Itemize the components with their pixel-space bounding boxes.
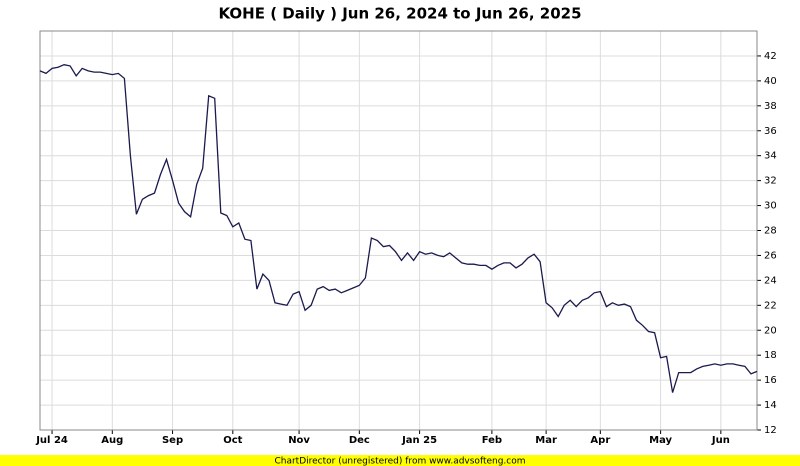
y-tick-label: 16 [764,375,777,386]
x-tick-label: Jul 24 [35,435,68,446]
y-tick-label: 32 [764,176,777,187]
x-tick-label: Sep [162,435,183,446]
chart-title: KOHE ( Daily ) Jun 26, 2024 to Jun 26, 2… [218,5,581,23]
footer: ChartDirector (unregistered) from www.ad… [274,457,525,466]
y-tick-label: 12 [764,425,777,436]
y-tick-label: 24 [764,275,777,286]
y-tick-label: 38 [764,101,777,112]
y-tick-label: 14 [764,400,777,411]
y-tick-label: 28 [764,226,777,237]
x-tick-label: Dec [349,435,370,446]
x-tick-label: May [649,435,672,446]
y-tick-label: 22 [764,300,777,311]
x-tick-label: Feb [482,435,502,446]
y-tick-label: 30 [764,201,777,212]
y-tick-label: 34 [764,151,777,162]
y-tick-label: 20 [764,325,777,336]
x-tick-label: Apr [590,435,610,446]
y-tick-label: 40 [764,76,777,87]
footer-bar [0,455,800,466]
y-tick-label: 26 [764,250,777,261]
x-tick-label: Mar [535,435,557,446]
y-tick-label: 36 [764,126,777,137]
price-line [39,64,758,393]
x-tick-label: Jan 25 [401,435,437,446]
y-tick-label: 18 [764,350,777,361]
plot-border [39,30,758,431]
x-tick-label: Nov [288,435,310,446]
x-tick-label: Oct [223,435,242,446]
x-tick-label: Aug [101,435,123,446]
x-tick-label: Jun [711,435,730,446]
y-tick-label: 42 [764,51,777,62]
